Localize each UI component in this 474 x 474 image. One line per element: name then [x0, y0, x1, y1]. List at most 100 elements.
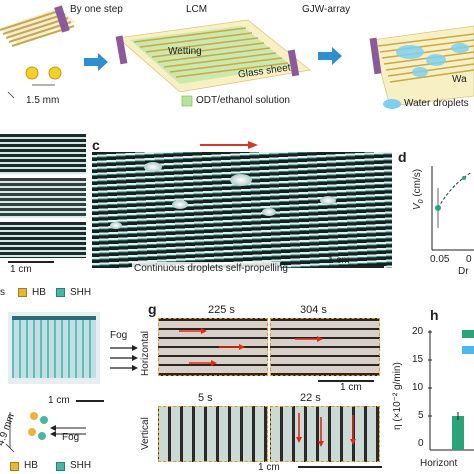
droplet-c6: [110, 222, 122, 229]
panel-d-xlabel: Dr: [458, 266, 469, 277]
lcm-label: LCM: [186, 4, 208, 15]
vertical-label-text: Vertical: [140, 417, 151, 450]
scale-label-g1: 1 cm: [340, 382, 362, 393]
droplet-c2: [230, 174, 252, 186]
panel-a: By one step LCM GJW-array Wetting Glass …: [0, 0, 474, 130]
panel-a-schematic: [0, 5, 474, 109]
scale-label-b: 1 cm: [10, 264, 32, 275]
panel-b: 1 cm: [0, 134, 88, 284]
time-label-3: 5 s: [198, 392, 213, 404]
red-arrows-g1: [179, 328, 245, 366]
water-label: Water droplets: [404, 98, 469, 109]
panel-h-tick-5: 5: [418, 410, 424, 421]
scale-label-g2: 1 cm: [258, 462, 280, 473]
fog-arrows-g: [110, 345, 138, 371]
micrograph-g3: [158, 406, 268, 462]
legend-hb-e: HB: [24, 460, 38, 471]
glass-sheet-wetting: [115, 19, 311, 93]
micrograph-g4: [270, 406, 380, 462]
panel-d-point-1: [435, 205, 441, 211]
micrograph-b2: [0, 178, 86, 218]
panel-d-label: d: [398, 149, 407, 165]
panel-d-xtick-1: 0.05: [430, 254, 450, 265]
scale-bar-g2: [298, 466, 382, 468]
gjw-label: GJW-array: [302, 4, 351, 15]
panel-h-tick-10: 10: [412, 382, 424, 393]
step-label: By one step: [70, 4, 123, 15]
panel-h-label: h: [430, 307, 439, 323]
wire-cross-section-1: [25, 66, 39, 80]
scale-bar-b: [8, 261, 54, 263]
legend-hb-b: HB: [32, 287, 46, 298]
scale-bar-e: [76, 400, 104, 402]
panel-g-label: g: [148, 301, 157, 317]
red-arrows-g2: [295, 336, 323, 342]
process-arrow-1: [84, 53, 108, 71]
caption-c: Continuous droplets self-propelling: [134, 263, 288, 274]
panel-h-tick-0: 0: [418, 438, 424, 449]
legend-hb-swatch-e: [10, 462, 19, 471]
time-label-1: 225 s: [208, 304, 235, 316]
micrograph-b1: [0, 134, 86, 174]
fog-label-e: Fog: [62, 432, 80, 443]
legend-shh-e: SHH: [70, 460, 92, 471]
process-arrow-2: [318, 47, 342, 65]
wire-cross-section-2: [48, 66, 62, 80]
panel-h-legend-1: [462, 330, 474, 338]
panel-h-ylabel-wrap: η (×10⁻² g/min): [392, 362, 404, 430]
legend-shh-b: SHH: [70, 287, 92, 298]
wetting-label: Wetting: [168, 46, 202, 57]
legend-b-tail: s: [0, 287, 5, 298]
legend-shh-swatch-b: [56, 288, 65, 297]
rod-array-left: [0, 5, 76, 47]
micrograph-b3: [0, 222, 86, 258]
panel-h-ticks: 20 15 10 5 0: [412, 326, 428, 450]
odt-legend-swatch: [181, 95, 193, 107]
droplet-c1: [144, 162, 162, 172]
panel-h-tick-15: 15: [412, 354, 424, 365]
micrograph-g2: [270, 318, 380, 376]
droplet-c4: [262, 208, 276, 216]
panel-d-xtick-2: 0: [466, 254, 472, 265]
droplet-c5: [320, 196, 336, 205]
panel-h-axes: [428, 330, 474, 451]
panel-h-ylabel: η (×10⁻² g/min): [392, 362, 403, 430]
gjw-array-droplets: [369, 25, 474, 107]
water-droplet-legend-swatch: [383, 99, 401, 109]
scale-bar-c: [318, 266, 384, 268]
spacing-label: 1.5 mm: [26, 95, 60, 106]
odt-label: ODT/ethanol solution: [196, 95, 290, 106]
micrograph-g1: [158, 318, 268, 376]
panel-c-label: c: [92, 137, 100, 153]
panel-d-plot: [404, 166, 474, 256]
panel-h-legend-2: [462, 346, 474, 354]
fog-label-g: Fog: [110, 330, 128, 341]
panel-e-diagram: [5, 412, 86, 453]
panel-d-ylabel: V0 (cm/s): [412, 169, 428, 210]
vertical-label-vert: Vertical: [140, 417, 152, 450]
legend-hb-swatch-b: [18, 288, 27, 297]
panel-h-tick-20: 20: [412, 326, 424, 337]
panel-h-bar-1: [452, 416, 464, 450]
scale-bar-g1: [318, 380, 374, 382]
panel-d-yunit: (cm/s): [412, 168, 423, 200]
panel-d-ylabel-main: V: [412, 203, 423, 210]
photo-e: [8, 312, 100, 384]
time-label-2: 304 s: [300, 304, 327, 316]
panel-h-xlabel: Horizont: [420, 458, 458, 469]
panel-c-direction-arrow: [200, 141, 258, 149]
legend-shh-swatch-e: [56, 462, 65, 471]
panel-d-axes: [431, 166, 474, 251]
droplet-c3: [172, 200, 188, 209]
horizontal-label-text: Horizontal: [140, 330, 151, 376]
time-label-4: 22 s: [300, 392, 321, 404]
scale-label-e: 1 cm: [48, 395, 70, 406]
photo-e-array: [12, 316, 96, 378]
red-arrows-g4: [296, 413, 356, 447]
panel-d-point-2: [462, 176, 466, 180]
wa-label: Wa: [452, 74, 467, 85]
horizontal-label-vert: Horizontal: [140, 331, 152, 376]
micrograph-c: [92, 152, 392, 268]
caption-c-box: [132, 262, 280, 276]
scale-label-c: 1 cm: [328, 255, 350, 266]
